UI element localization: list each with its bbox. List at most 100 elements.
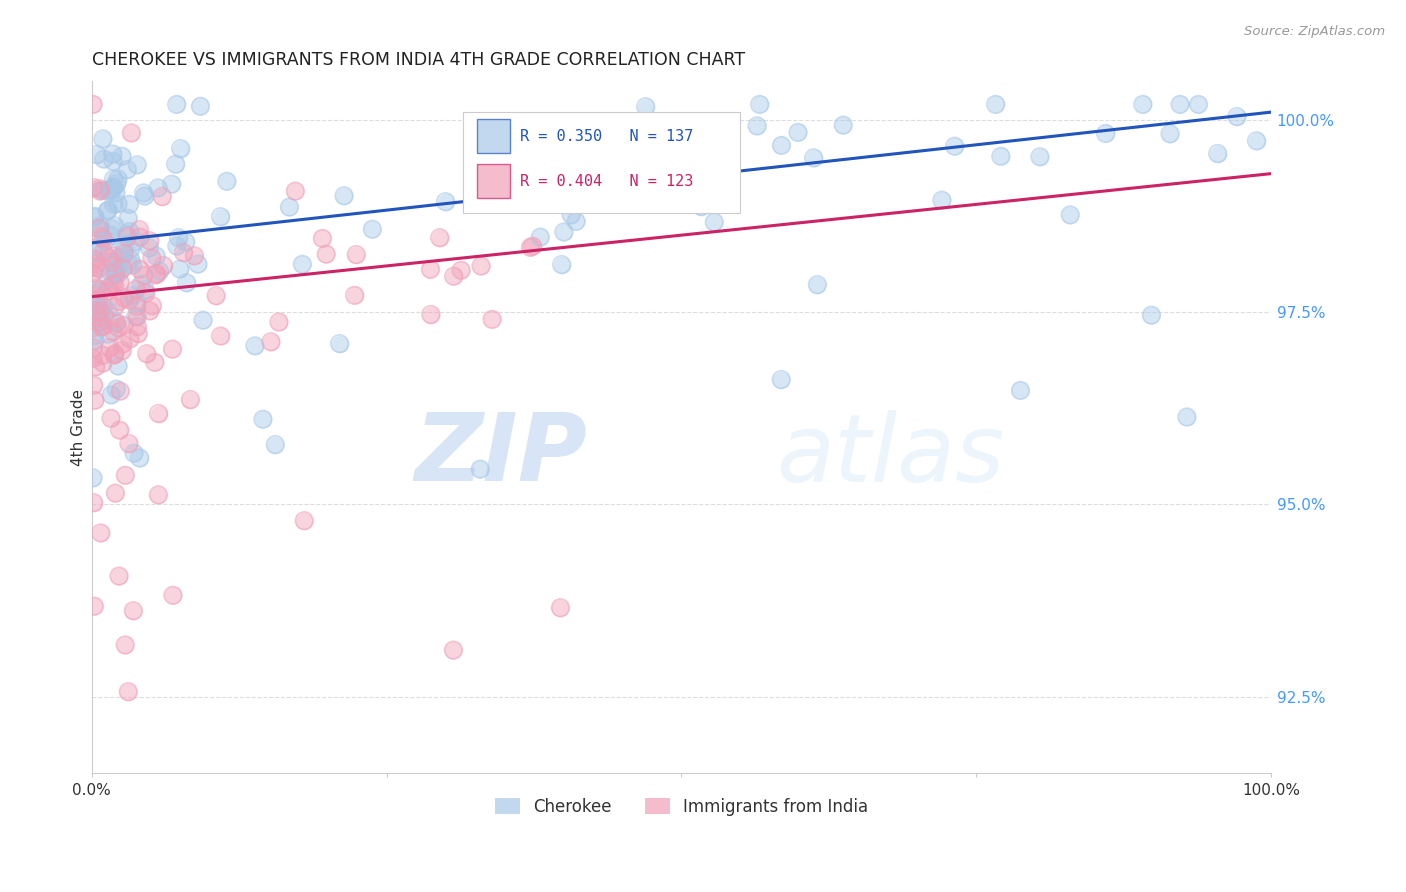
Point (278, 200, 301, 214)
Point (333, 188, 356, 202)
Cherokee (121, 288, 143, 302)
Cherokee (122, 446, 145, 460)
Point (481, 312, 503, 326)
Point (128, 262, 150, 277)
Point (97, 184, 120, 198)
Point (118, 436, 141, 450)
Immigrants from India (125, 299, 148, 313)
Point (104, 486, 127, 500)
Cherokee (565, 214, 588, 228)
Point (91, 348, 114, 362)
FancyBboxPatch shape (464, 112, 741, 213)
Point (560, 208, 582, 222)
Immigrants from India (101, 277, 124, 291)
Cherokee (101, 154, 124, 169)
Cherokee (83, 245, 105, 260)
Point (104, 186, 127, 200)
Point (135, 285, 157, 300)
Point (167, 231, 190, 245)
Point (134, 189, 156, 203)
Point (160, 177, 183, 191)
Point (100, 411, 122, 425)
Immigrants from India (83, 495, 105, 509)
Immigrants from India (90, 229, 112, 244)
Immigrants from India (90, 525, 112, 540)
Point (84, 333, 107, 347)
Point (117, 211, 139, 226)
Point (145, 249, 167, 263)
Point (100, 183, 122, 197)
Text: CHEROKEE VS IMMIGRANTS FROM INDIA 4TH GRADE CORRELATION CHART: CHEROKEE VS IMMIGRANTS FROM INDIA 4TH GR… (91, 51, 745, 69)
Point (529, 230, 551, 244)
Immigrants from India (83, 393, 105, 408)
FancyBboxPatch shape (478, 164, 510, 198)
Point (117, 257, 139, 271)
Cherokee (112, 237, 135, 252)
Immigrants from India (93, 244, 115, 259)
Point (105, 317, 128, 331)
Point (83, 245, 105, 260)
Point (84, 359, 107, 374)
Cherokee (134, 189, 156, 203)
Cherokee (148, 264, 170, 278)
Cherokee (176, 276, 198, 290)
Point (117, 684, 139, 698)
Point (103, 172, 125, 186)
Immigrants from India (100, 411, 122, 425)
Point (135, 347, 157, 361)
Point (127, 158, 149, 172)
Cherokee (1187, 97, 1209, 112)
Point (267, 315, 290, 329)
Point (87, 310, 110, 325)
Point (205, 288, 228, 302)
Immigrants from India (104, 347, 127, 361)
Point (101, 221, 124, 235)
Point (83, 393, 105, 408)
Point (748, 97, 770, 112)
Immigrants from India (135, 285, 157, 300)
Cherokee (329, 336, 352, 351)
Point (145, 268, 167, 282)
Cherokee (103, 197, 125, 211)
Cherokee (91, 183, 114, 197)
Cherokee (90, 302, 112, 317)
Immigrants from India (98, 280, 121, 294)
Immigrants from India (101, 255, 124, 269)
Point (127, 326, 149, 341)
Point (150, 189, 173, 203)
Immigrants from India (114, 468, 136, 483)
Cherokee (333, 188, 356, 202)
Point (703, 215, 725, 229)
Cherokee (124, 235, 146, 249)
Point (120, 252, 142, 267)
Cherokee (745, 119, 768, 133)
Point (86, 281, 108, 295)
Point (115, 227, 138, 242)
Point (122, 446, 145, 460)
Point (117, 162, 139, 177)
Point (93, 319, 115, 334)
Immigrants from India (122, 604, 145, 618)
Point (89, 308, 111, 322)
Immigrants from India (91, 356, 114, 370)
Point (104, 219, 127, 233)
Immigrants from India (419, 308, 441, 322)
Point (148, 407, 170, 421)
Cherokee (107, 172, 129, 186)
Cherokee (107, 196, 129, 211)
Point (162, 342, 184, 356)
Immigrants from India (82, 266, 104, 280)
Cherokee (209, 210, 232, 224)
Cherokee (1010, 384, 1032, 398)
Cherokee (121, 258, 143, 272)
Point (803, 151, 825, 165)
Point (89, 302, 111, 317)
Point (82, 266, 104, 280)
Cherokee (703, 215, 725, 229)
Cherokee (84, 211, 107, 225)
Point (129, 277, 152, 292)
Point (84, 257, 107, 271)
Cherokee (117, 257, 139, 271)
Point (108, 250, 131, 264)
Cherokee (1140, 308, 1163, 322)
